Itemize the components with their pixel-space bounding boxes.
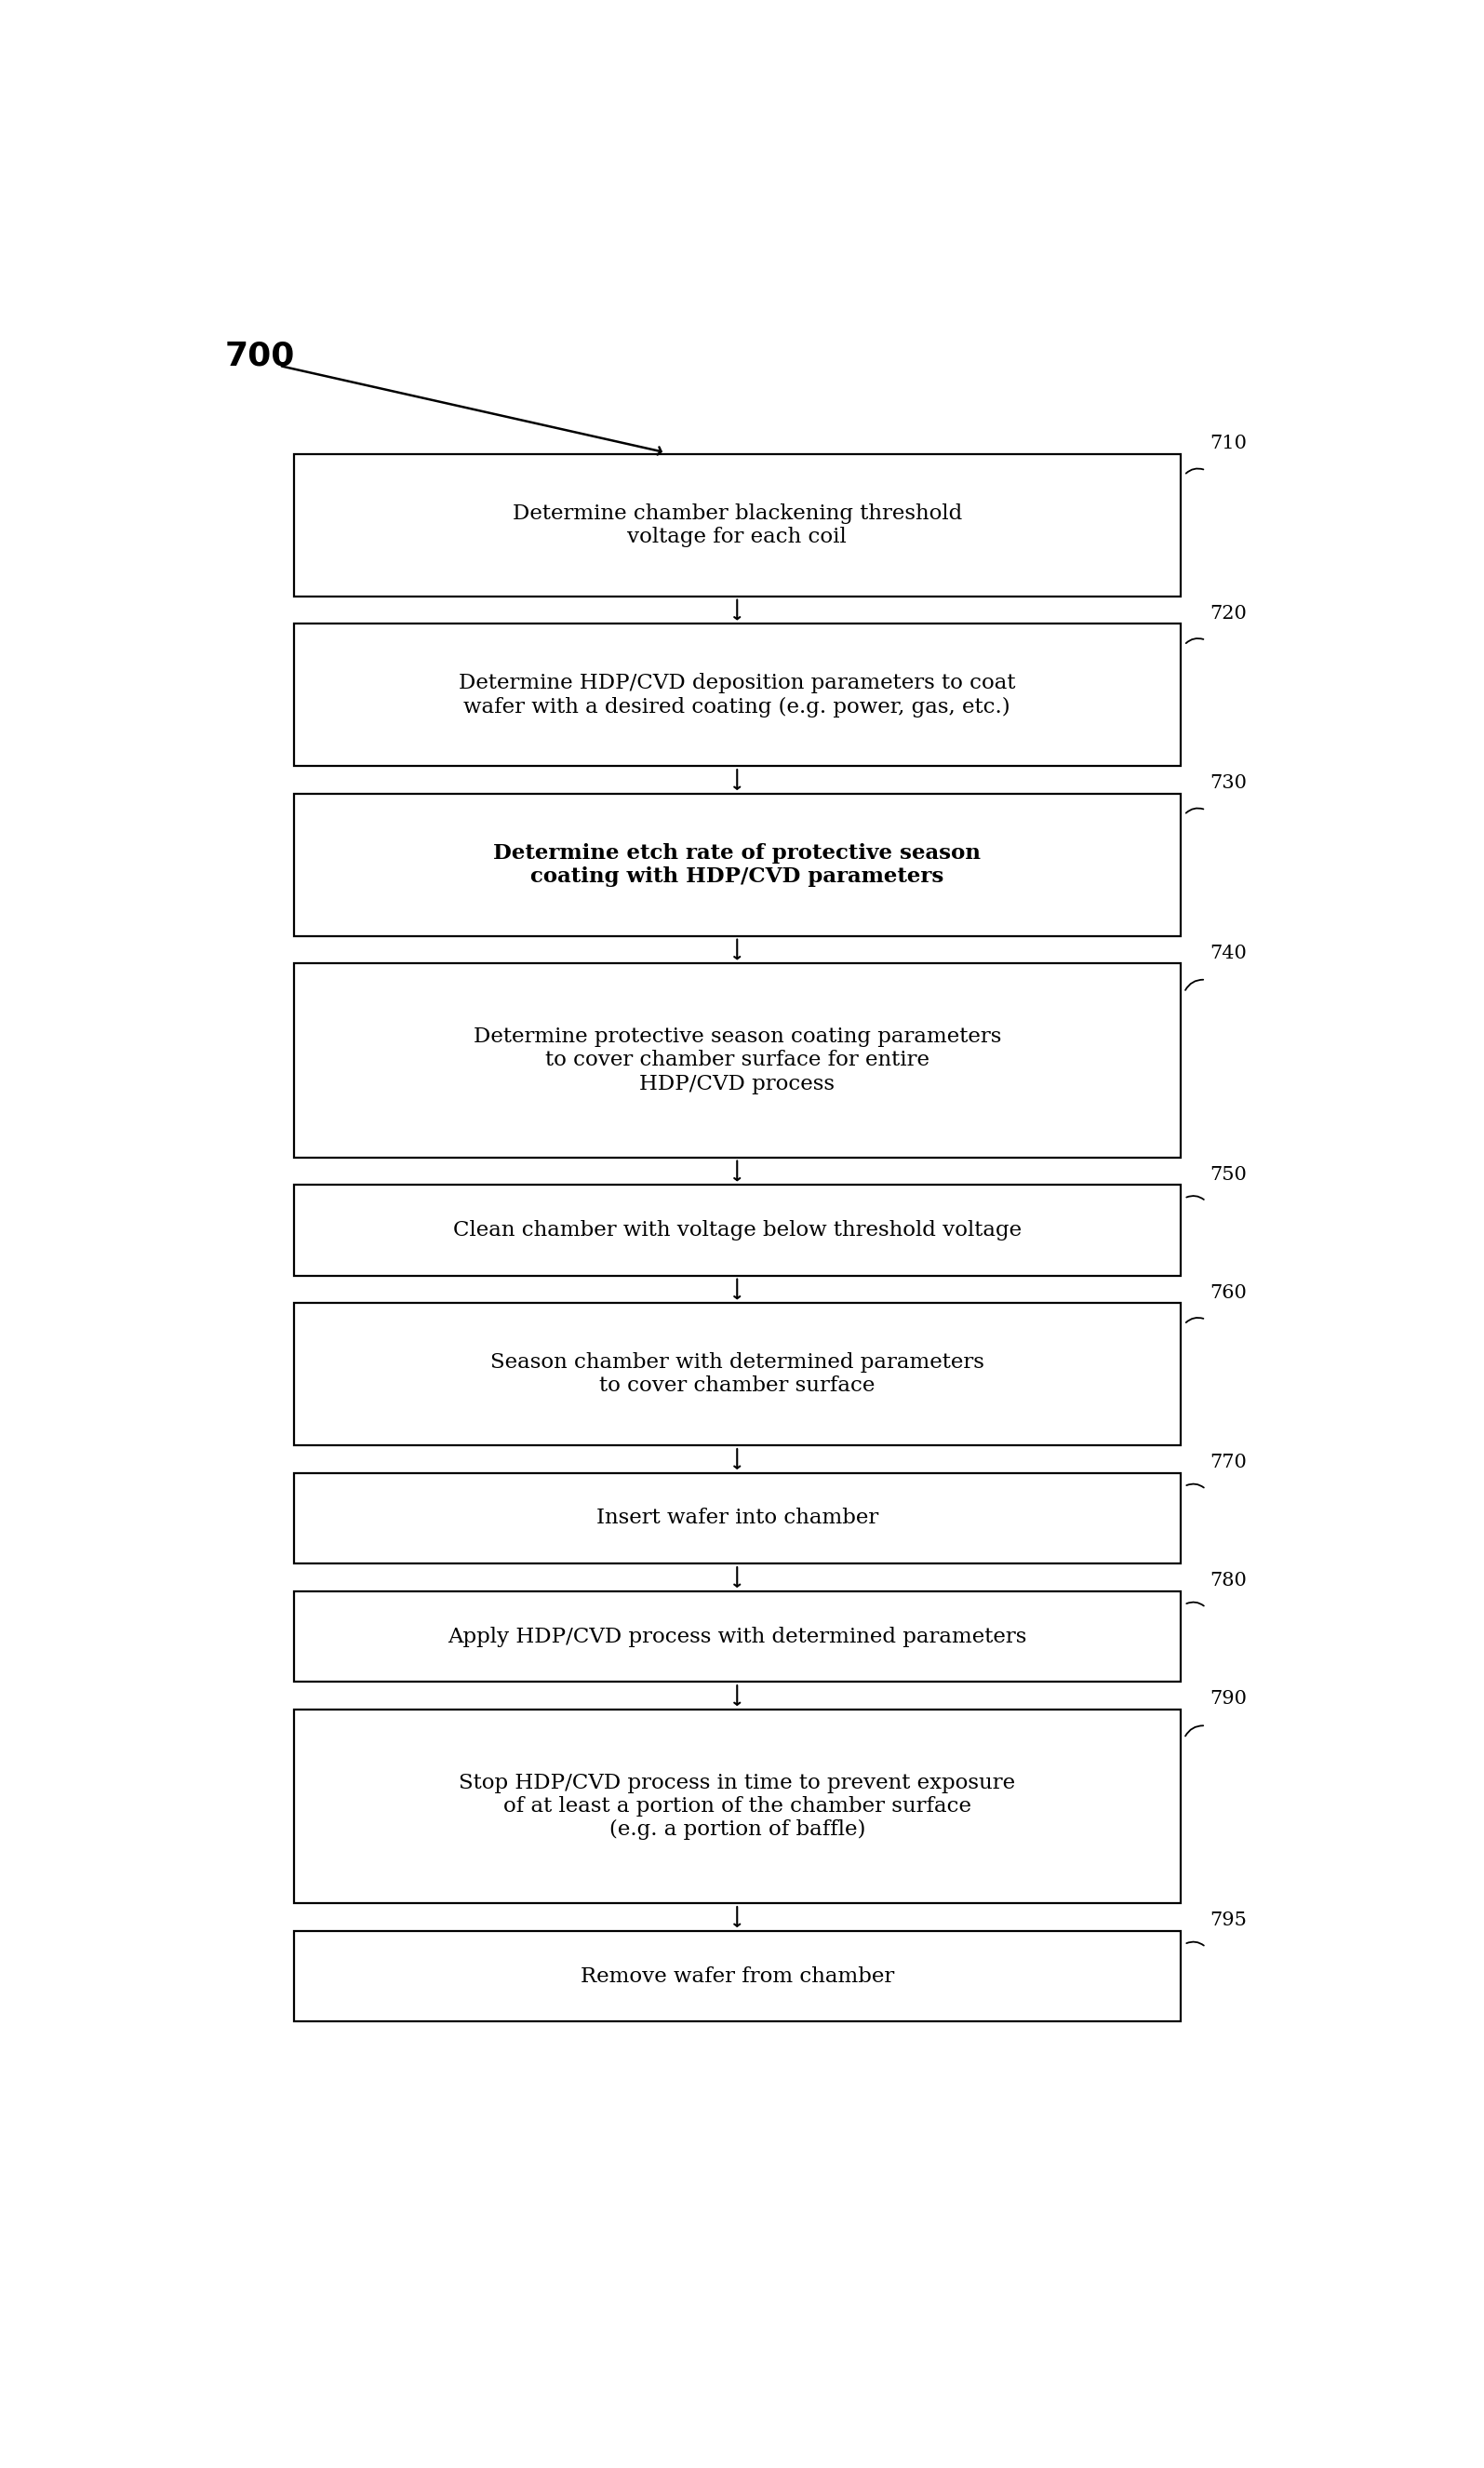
Text: 740: 740 [1209,945,1247,963]
Bar [294,454,1181,597]
Text: Determine chamber blackening threshold
voltage for each coil: Determine chamber blackening threshold v… [512,503,962,548]
Text: Determine etch rate of protective season
coating with HDP/CVD parameters: Determine etch rate of protective season… [493,842,981,886]
Text: Apply HDP/CVD process with determined parameters: Apply HDP/CVD process with determined pa… [448,1626,1027,1646]
Text: Season chamber with determined parameters
to cover chamber surface: Season chamber with determined parameter… [490,1352,984,1397]
Bar [294,795,1181,935]
Text: Insert wafer into chamber: Insert wafer into chamber [597,1508,879,1528]
Text: Determine HDP/CVD deposition parameters to coat
wafer with a desired coating (e.: Determine HDP/CVD deposition parameters … [459,674,1015,718]
Bar [294,1473,1181,1565]
FancyArrowPatch shape [1187,1483,1204,1488]
Text: Remove wafer from chamber: Remove wafer from chamber [580,1967,893,1987]
FancyArrowPatch shape [1186,1318,1204,1323]
Bar [294,624,1181,765]
FancyArrowPatch shape [1186,639,1204,644]
Text: 730: 730 [1209,775,1247,792]
Text: Stop HDP/CVD process in time to prevent exposure
of at least a portion of the ch: Stop HDP/CVD process in time to prevent … [459,1772,1015,1841]
FancyArrowPatch shape [1187,1942,1204,1945]
Text: Determine protective season coating parameters
to cover chamber surface for enti: Determine protective season coating para… [473,1027,1002,1093]
FancyArrowPatch shape [1186,980,1204,990]
Text: 790: 790 [1209,1691,1247,1708]
Text: 780: 780 [1209,1572,1247,1589]
FancyArrowPatch shape [1187,1197,1204,1199]
FancyArrowPatch shape [1186,1725,1204,1735]
Text: 770: 770 [1209,1454,1247,1471]
Bar [294,1303,1181,1446]
Text: 750: 750 [1209,1165,1247,1182]
Bar [294,1592,1181,1683]
FancyArrowPatch shape [1186,469,1204,474]
Text: 760: 760 [1209,1283,1247,1301]
Bar [294,1710,1181,1903]
Bar [294,1185,1181,1276]
Bar [294,1930,1181,2021]
FancyArrowPatch shape [1186,807,1204,812]
Text: 710: 710 [1209,434,1247,452]
Bar [294,963,1181,1157]
FancyArrowPatch shape [1187,1602,1204,1607]
Text: 700: 700 [226,341,295,373]
Text: 720: 720 [1209,605,1247,622]
Text: Clean chamber with voltage below threshold voltage: Clean chamber with voltage below thresho… [453,1219,1021,1241]
Text: 795: 795 [1209,1913,1247,1930]
